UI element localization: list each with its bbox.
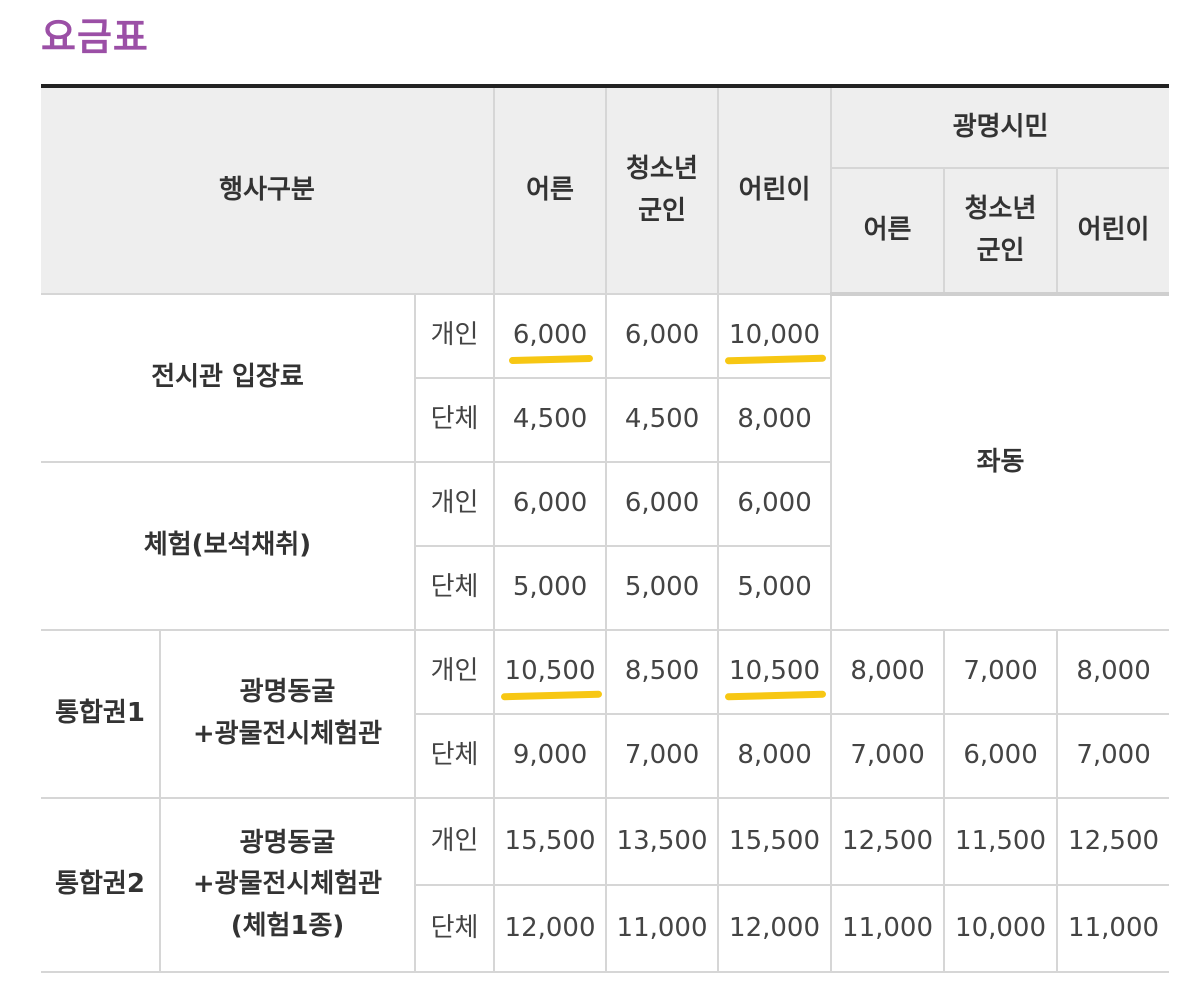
- price-cell: 11,000: [830, 884, 946, 973]
- price-cell: 4,500: [605, 377, 720, 463]
- table-row: 통합권1 광명동굴 +광물전시체험관 개인 10,500 8,500 10,500…: [41, 629, 1170, 799]
- row-sublabel-combo1: 광명동굴 +광물전시체험관: [159, 629, 416, 799]
- price-cell: 15,500: [717, 797, 833, 886]
- table-row: 단체 9,000 7,000 8,000 7,000 6,000 7,000: [41, 713, 1170, 799]
- price-cell: 10,500: [505, 651, 596, 693]
- price-cell: 7,000: [830, 713, 946, 799]
- type-individual: 개인: [413, 293, 496, 379]
- price-cell: 4,500: [493, 377, 608, 463]
- header-citizen-youth: 청소년 군인: [943, 167, 1059, 296]
- price-cell: 11,000: [1056, 884, 1170, 973]
- price-cell: 12,000: [493, 884, 608, 973]
- price-cell: 5,000: [717, 545, 832, 631]
- price-cell: 7,000: [1056, 713, 1170, 799]
- price-cell: 12,000: [717, 884, 833, 973]
- price-cell: 7,000: [943, 629, 1059, 715]
- table-row: 단체 4,500 4,500 8,000: [41, 377, 1169, 463]
- row-label-combo1: 통합권1: [41, 629, 161, 799]
- header-adult: 어른: [493, 88, 608, 295]
- price-cell: 8,000: [830, 629, 946, 715]
- table-row: 단체 5,000 5,000 5,000: [41, 545, 1169, 631]
- type-individual: 개인: [413, 629, 496, 715]
- table-row: 단체 12,000 11,000 12,000 11,000 10,000 11…: [41, 884, 1170, 973]
- page-title: 요금표: [41, 15, 149, 59]
- price-cell: 8,000: [717, 377, 832, 463]
- price-cell: 10,000: [729, 315, 820, 357]
- row-label-exhibit: 전시관 입장료: [41, 293, 416, 463]
- type-group: 단체: [415, 377, 496, 463]
- table-row: 전시관 입장료 개인 6,000 6,000 10,000 좌동: [41, 293, 1170, 631]
- price-cell: 10,500: [729, 651, 820, 693]
- row-label-experience: 체험(보석채취): [41, 461, 416, 631]
- table-row: 통합권2 광명동굴 +광물전시체험관 (체험1종) 개인 15,500 13,500…: [41, 797, 1170, 973]
- price-cell: 6,000: [493, 461, 608, 547]
- type-individual: 개인: [413, 461, 496, 547]
- row-sublabel-combo2: 광명동굴 +광물전시체험관 (체험1종): [159, 797, 416, 973]
- fee-table: 행사구분 어른 청소년 군인 어린이 광명시민 어른 청소년 군인 어린이 전시관 …: [41, 88, 1170, 973]
- type-group: 단체: [415, 713, 496, 799]
- price-cell: 13,500: [605, 797, 720, 886]
- price-cell: 8,500: [605, 629, 720, 715]
- type-group: 단체: [415, 884, 496, 973]
- header-category: 행사구분: [41, 88, 496, 295]
- price-cell: 12,500: [1056, 797, 1170, 886]
- price-cell: 5,000: [493, 545, 608, 631]
- price-cell: 5,000: [605, 545, 720, 631]
- price-cell: 10,000: [943, 884, 1059, 973]
- price-cell: 8,000: [1056, 629, 1170, 715]
- header-citizen: 광명시민: [830, 88, 1170, 169]
- price-cell: 15,500: [493, 797, 608, 886]
- header-citizen-child: 어린이: [1056, 167, 1170, 296]
- table-top-rule: [41, 84, 1169, 88]
- type-individual: 개인: [413, 797, 496, 886]
- price-cell: 8,000: [717, 713, 833, 799]
- price-cell: 11,500: [943, 797, 1059, 886]
- header-child: 어린이: [717, 88, 833, 295]
- price-cell: 6,000: [943, 713, 1059, 799]
- header-citizen-adult: 어른: [831, 167, 946, 296]
- price-cell: 12,500: [830, 797, 946, 886]
- price-cell: 6,000: [605, 293, 720, 379]
- price-cell: 7,000: [605, 713, 720, 799]
- header-youth: 청소년 군인: [605, 88, 720, 295]
- type-group: 단체: [415, 545, 496, 631]
- table-row: 체험(보석채취) 개인 6,000 6,000 6,000: [41, 461, 1169, 631]
- price-cell: 6,000: [605, 461, 720, 547]
- row-label-combo2: 통합권2: [41, 797, 161, 973]
- citizen-same-note: 좌동: [830, 293, 1170, 631]
- price-cell: 9,000: [493, 713, 608, 799]
- price-cell: 11,000: [605, 884, 720, 973]
- price-cell: 6,000: [513, 315, 587, 357]
- price-cell: 6,000: [717, 461, 832, 547]
